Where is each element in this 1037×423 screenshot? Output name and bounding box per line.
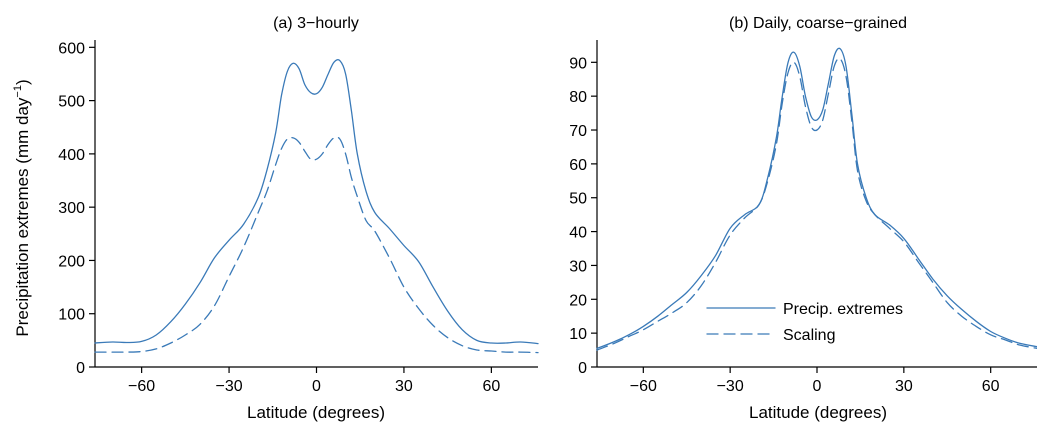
- panel-a-y-axis-label: Precipitation extremes (mm day−1): [12, 79, 32, 336]
- panel-a-y-axis-label-sup: −1: [12, 85, 24, 98]
- panel-b-y-tick-label: 60: [569, 157, 587, 174]
- panel-a-3-hourly: (a) 3−hourly Precipitation extremes (mm …: [12, 15, 539, 422]
- panel-a-x-tick-label: −30: [215, 378, 242, 395]
- panel-a-y-tick-label: 600: [58, 40, 85, 57]
- panel-b-y-tick-label: 40: [569, 225, 587, 242]
- panel-b-plot-area: [596, 47, 1037, 351]
- panel-a-y-tick-label: 0: [76, 360, 85, 377]
- panel-a-y-tick-label: 500: [58, 94, 85, 111]
- panel-b-series-dashed-line: [596, 57, 1037, 351]
- panel-a-y-tick-label: 100: [58, 307, 85, 324]
- panel-b-title: (b) Daily, coarse−grained: [729, 15, 907, 32]
- panel-a-x-tick-label: 30: [395, 378, 413, 395]
- panel-b-y-tick-label: 90: [569, 55, 587, 72]
- panel-b-x-axis-label: Latitude (degrees): [749, 403, 887, 422]
- panel-a-y-tick-label: 300: [58, 200, 85, 217]
- panel-b-y-tick-label: 0: [578, 360, 587, 377]
- panel-b-y-tick-label: 30: [569, 258, 587, 275]
- panel-b-x-tick-label: 0: [813, 378, 822, 395]
- panel-b-x-tick-label: −60: [630, 378, 657, 395]
- legend-label-solid: Precip. extremes: [783, 301, 903, 318]
- legend-label-dashed: Scaling: [783, 327, 835, 344]
- panel-a-y-axis-label-close: ): [13, 79, 32, 85]
- panel-b-y-tick-label: 50: [569, 191, 587, 208]
- panel-b-y-tick-label: 20: [569, 292, 587, 309]
- panel-b-y-tick-label: 10: [569, 326, 587, 343]
- panel-b-daily-coarse-grained: (b) Daily, coarse−grained Latitude (degr…: [569, 15, 1037, 422]
- panel-b-x-tick-label: 30: [895, 378, 913, 395]
- panel-a-title: (a) 3−hourly: [273, 15, 359, 32]
- panel-b-x-tick-label: 60: [982, 378, 1000, 395]
- panel-a-y-tick-label: 200: [58, 253, 85, 270]
- panel-a-x-tick-label: 60: [482, 378, 500, 395]
- panel-b-legend: Precip. extremes Scaling: [706, 301, 903, 344]
- panel-b-y-tick-label: 80: [569, 89, 587, 106]
- panel-a-series-dashed-line: [94, 136, 539, 354]
- panel-b-axes: −60 −30 0 30 60 0 10 20 30 40 50 60 70 80 90: [569, 40, 1037, 395]
- panel-b-y-tick-label: 70: [569, 123, 587, 140]
- panel-a-y-axis-label-main: Precipitation extremes (mm day: [13, 97, 32, 337]
- panel-a-series-solid-line: [94, 59, 539, 345]
- panel-a-x-axis-label: Latitude (degrees): [247, 403, 385, 422]
- panel-a-y-tick-label: 400: [58, 147, 85, 164]
- panel-a-x-tick-label: −60: [128, 378, 155, 395]
- panel-b-series-solid-line: [596, 47, 1037, 350]
- panel-a-plot-area: [94, 59, 539, 354]
- panel-b-x-tick-label: −30: [717, 378, 744, 395]
- panel-a-x-tick-label: 0: [312, 378, 321, 395]
